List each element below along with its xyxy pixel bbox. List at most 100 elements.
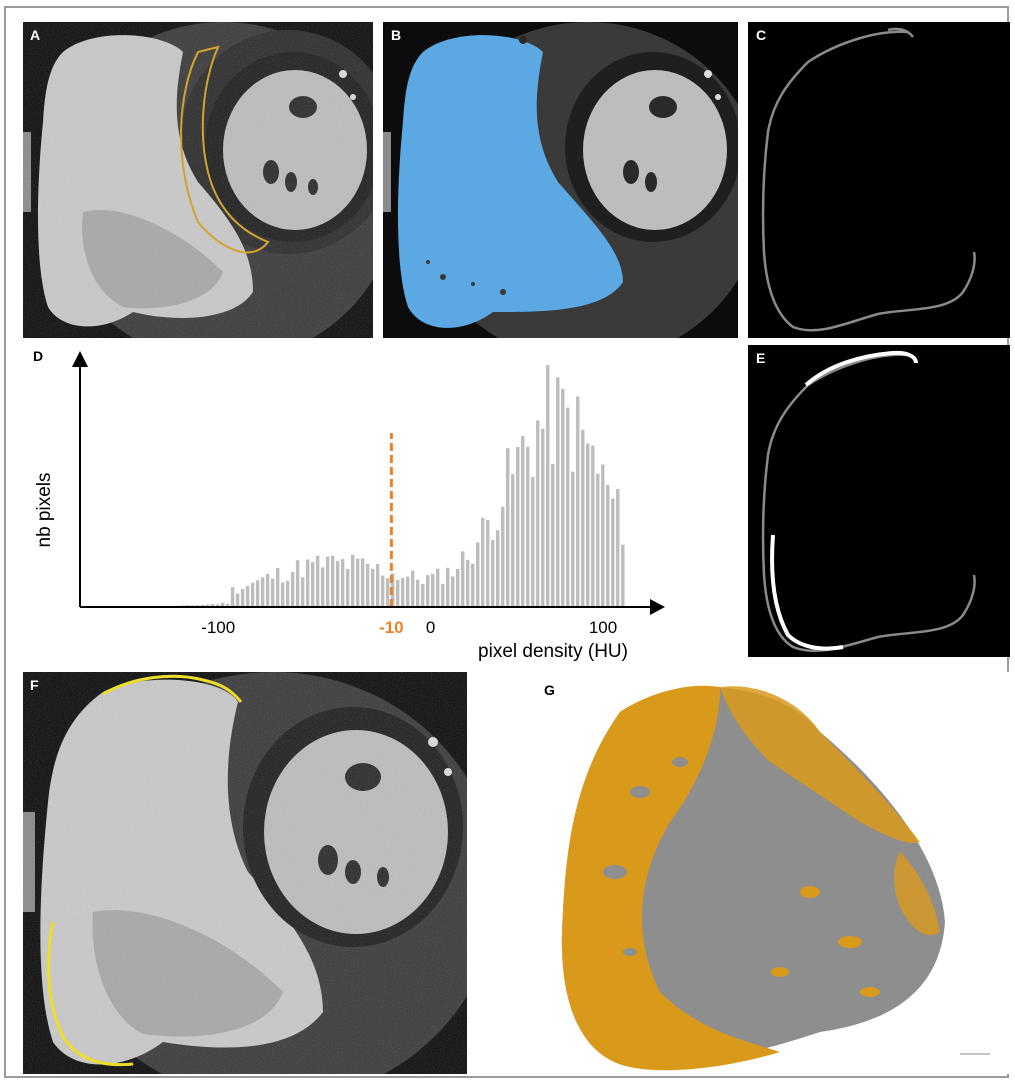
histogram-bar (606, 484, 610, 607)
segmentation-image (383, 22, 738, 338)
histogram-bar (280, 582, 285, 607)
histogram-bar (380, 575, 385, 607)
histogram-bar (265, 574, 270, 607)
histogram-bar (400, 577, 405, 607)
histogram-bar (476, 542, 480, 607)
histogram-chart: -100 0 100 -10 pixel density (HU) nb pixel… (34, 351, 665, 662)
histogram-bar (415, 579, 420, 607)
histogram-bar (611, 498, 615, 607)
histogram-bar (501, 506, 505, 607)
histogram-bar (305, 559, 310, 607)
histogram-bar (526, 446, 530, 607)
histogram-bar (290, 572, 295, 607)
histogram-bar (200, 604, 205, 607)
histogram-bar (325, 556, 330, 607)
histogram-bar (451, 576, 455, 607)
panel-c-outline: C (748, 22, 1010, 338)
histogram-bar (300, 577, 305, 607)
panel-b-label: B (391, 27, 402, 43)
histogram-bar (576, 396, 580, 607)
x-axis-label: pixel density (HU) (478, 641, 628, 662)
histogram-bar (601, 464, 605, 607)
histogram-bar (335, 560, 340, 607)
panel-d-label: D (33, 348, 44, 364)
histogram-bar (320, 567, 325, 607)
histogram-bar (471, 563, 475, 607)
panel-b-segmentation: B (383, 22, 738, 338)
histogram-bar (481, 517, 485, 607)
histogram-bar (405, 576, 410, 607)
panel-a-label: A (30, 27, 41, 43)
x-tick-label: 0 (426, 618, 435, 637)
histogram-bar (230, 587, 235, 607)
fat-surface-main (561, 685, 780, 1071)
histogram-bar (330, 555, 335, 607)
histogram-bar (566, 407, 570, 607)
histogram-bar (340, 559, 345, 607)
histogram-bar (456, 568, 460, 607)
histogram-bar (355, 558, 360, 607)
histogram-bar (425, 575, 430, 607)
histogram-bar (360, 558, 365, 607)
histogram-bar (496, 530, 500, 607)
outline-image (748, 22, 1010, 338)
histogram-bar (446, 567, 450, 607)
histogram-bar (270, 578, 275, 607)
histogram-bar (506, 448, 510, 607)
histogram-bar (275, 568, 280, 607)
histogram-bar (365, 563, 370, 607)
panel-e-label: E (756, 350, 766, 366)
fat-outline-image (748, 345, 1010, 657)
histogram-bar (466, 559, 470, 607)
x-tick-label: -100 (201, 618, 235, 637)
histogram-bar (616, 489, 620, 607)
histogram-bar (551, 463, 555, 607)
fat-highlight-bottom (770, 534, 844, 651)
histogram-bar (395, 579, 400, 607)
x-axis-arrow (650, 599, 665, 615)
panel-c-label: C (756, 27, 767, 43)
histogram-bar (285, 580, 290, 607)
histogram-bar (345, 569, 350, 607)
histogram-bar (561, 388, 565, 607)
histogram-bar (521, 436, 525, 607)
histogram-bar (440, 583, 445, 607)
panel-a-ct-roi: A (23, 22, 373, 338)
histogram-bar (531, 476, 535, 607)
histogram-bar (215, 604, 220, 607)
epicardial-outline (761, 30, 976, 332)
histogram-bar (536, 420, 540, 607)
histogram-bar (420, 583, 425, 607)
histogram-bar (235, 593, 240, 607)
histogram-bar (581, 429, 585, 607)
ct-fat-image (23, 672, 467, 1074)
panel-g-3d-render: G (520, 672, 1009, 1074)
histogram-bar (516, 446, 520, 607)
panel-f-ct-fat: F (23, 672, 467, 1074)
panel-e-outline-fat: E (748, 345, 1010, 657)
histogram-bar (295, 560, 300, 607)
histogram-bar (410, 570, 415, 607)
histogram-bar (310, 561, 315, 607)
histogram-bar (435, 568, 440, 607)
histogram-bar (586, 443, 590, 607)
histogram-bar (245, 585, 250, 607)
histogram-bar (350, 554, 355, 607)
histogram-bar (205, 604, 210, 607)
histogram-bar (556, 377, 560, 607)
histogram-bar (255, 580, 260, 607)
ct-slice-image (23, 22, 373, 338)
surface-render-image (520, 672, 1009, 1074)
panel-g-label: G (544, 682, 555, 698)
histogram-bar (541, 428, 545, 607)
histogram-bar (240, 589, 245, 607)
histogram-bars (175, 365, 625, 607)
segmentation-mask (398, 35, 623, 328)
fat-highlight-top (804, 350, 918, 387)
histogram-bar (225, 604, 230, 607)
histogram-bar (385, 578, 390, 607)
x-tick-label: 100 (589, 618, 617, 637)
histogram-bar (511, 473, 515, 607)
histogram-bar (250, 582, 255, 607)
threshold-label: -10 (379, 618, 404, 637)
